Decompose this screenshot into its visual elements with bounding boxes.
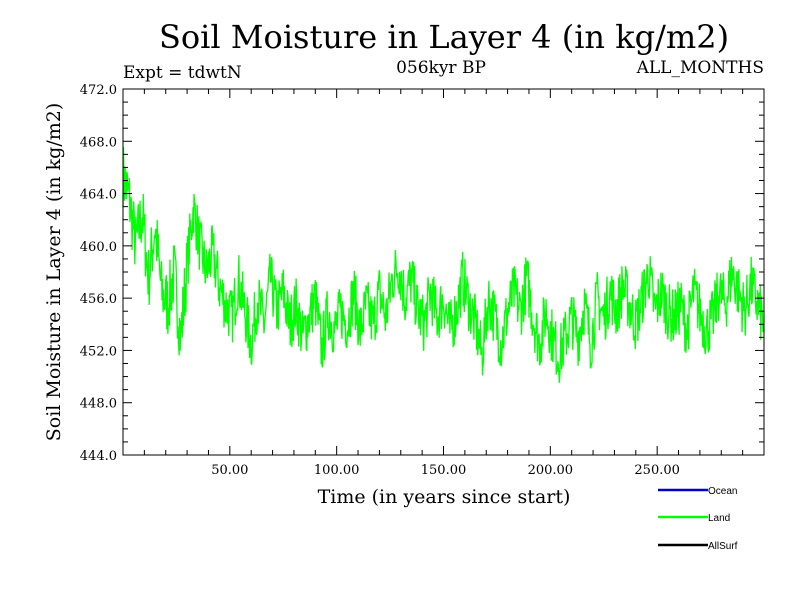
x-tick-label: 150.00 xyxy=(421,463,467,478)
months-label: ALL_MONTHS xyxy=(636,58,764,78)
experiment-label: Expt = tdwtN xyxy=(123,63,242,83)
x-tick-label: 200.00 xyxy=(528,463,574,478)
chart-title: Soil Moisture in Layer 4 (in kg/m2) xyxy=(159,18,729,56)
x-tick-label: 250.00 xyxy=(634,463,680,478)
y-tick-label: 464.0 xyxy=(80,188,117,203)
y-axis-label: Soil Moisture in Layer 4 (in kg/m2) xyxy=(43,103,65,442)
x-tick-label: 100.00 xyxy=(314,463,360,478)
series-line-land xyxy=(122,146,765,383)
legend: Ocean Land AllSurf xyxy=(658,486,738,552)
period-label: 056kyr BP xyxy=(396,58,486,78)
y-tick-label: 468.0 xyxy=(80,135,117,150)
y-tick-label: 460.0 xyxy=(80,240,117,255)
plot-frame xyxy=(122,88,765,456)
y-tick-label: 472.0 xyxy=(80,83,117,98)
ticks-group: 444.0 448.0 452.0 456.0 460.0 464.0 468.0 472.0… xyxy=(80,83,764,478)
x-axis-label: Time (in years since start) xyxy=(318,486,571,508)
y-tick-label: 448.0 xyxy=(80,397,117,412)
y-tick-label: 444.0 xyxy=(80,449,117,464)
y-tick-label: 452.0 xyxy=(80,344,117,359)
legend-label-allsurf: AllSurf xyxy=(708,541,738,552)
y-tick-label: 456.0 xyxy=(80,292,117,307)
legend-label-ocean: Ocean xyxy=(708,486,737,497)
legend-label-land: Land xyxy=(708,513,730,524)
series-group xyxy=(122,146,765,383)
x-tick-label: 50.00 xyxy=(211,463,248,478)
